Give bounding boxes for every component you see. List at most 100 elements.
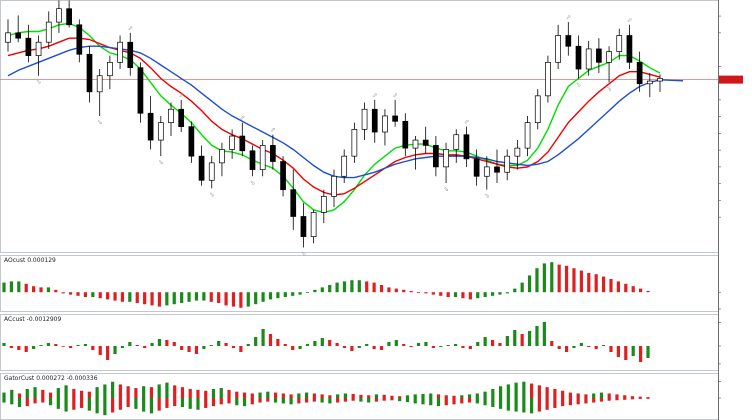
candle — [5, 32, 11, 43]
histogram-bar — [54, 289, 58, 293]
histogram-bar — [601, 345, 606, 346]
histogram-bar — [550, 262, 554, 293]
gator-upper-bar — [204, 390, 208, 398]
gator-upper-bar — [592, 393, 596, 398]
histogram-bar — [150, 343, 154, 346]
histogram-bar — [276, 339, 280, 346]
candle — [422, 139, 429, 146]
gator-upper-bar — [10, 389, 14, 398]
gator-upper-bar — [615, 394, 619, 398]
histogram-bar — [83, 344, 88, 346]
fractal-down-arrow: ⬂ — [444, 186, 449, 193]
candle — [290, 189, 297, 217]
gator-lower-bar — [483, 398, 487, 406]
histogram-bar — [572, 268, 576, 293]
histogram-bar — [483, 337, 487, 346]
histogram-bar — [76, 292, 80, 296]
histogram-bar — [409, 346, 413, 347]
gator-lower-bar — [328, 398, 332, 404]
candle — [137, 67, 144, 114]
gator-upper-bar — [126, 386, 130, 398]
candle — [15, 32, 22, 39]
histogram-bar — [54, 344, 58, 346]
candle — [606, 51, 612, 63]
gator-lower-bar — [584, 398, 588, 404]
histogram-bar — [646, 346, 650, 358]
histogram-bar — [557, 346, 561, 349]
histogram-bar — [461, 292, 465, 299]
histogram-bar — [254, 292, 258, 305]
histogram-bar — [46, 287, 51, 293]
histogram-bar — [372, 346, 376, 349]
gator-upper-bar — [17, 393, 22, 398]
fractal-down-arrow: ⬂ — [97, 119, 102, 126]
histogram-bar — [424, 342, 428, 346]
gator-lower-bar — [460, 398, 464, 404]
candle — [433, 145, 439, 168]
candle — [96, 75, 103, 93]
histogram-bar — [143, 292, 147, 305]
histogram-bar — [2, 343, 6, 346]
gator-upper-bar — [103, 384, 107, 398]
candle — [25, 37, 32, 56]
gator-upper-bar — [336, 394, 340, 398]
candle — [35, 41, 42, 56]
gator-upper-bar — [646, 397, 650, 398]
histogram-bar — [631, 286, 635, 293]
histogram-bar — [579, 343, 583, 346]
ao-indicator-panel: AOcust 0.000129 — [2, 257, 650, 308]
candle — [107, 61, 113, 77]
histogram-bar — [557, 264, 561, 293]
candle — [45, 21, 52, 43]
histogram-bar — [535, 268, 539, 293]
gator-lower-bar — [506, 398, 510, 411]
gator-upper-bar — [374, 394, 379, 398]
histogram-bar — [320, 287, 324, 293]
candle — [545, 61, 551, 97]
candle — [636, 61, 643, 85]
histogram-bar — [490, 340, 495, 346]
gator-lower-bar — [165, 398, 169, 408]
histogram-bar — [291, 292, 295, 296]
gator-lower-bar — [514, 398, 518, 412]
histogram-bar — [128, 292, 132, 302]
candle — [351, 129, 358, 157]
histogram-bar — [365, 281, 369, 293]
candle — [157, 122, 164, 141]
histogram-bar — [135, 345, 139, 346]
candle — [208, 162, 215, 181]
gator-upper-bar — [405, 395, 410, 398]
candle — [178, 108, 185, 128]
candle — [402, 120, 409, 149]
histogram-bar — [520, 282, 524, 293]
candle — [382, 115, 388, 133]
fractal-up-arrow: ⬀ — [372, 92, 377, 99]
gator-lower-bar — [250, 398, 254, 405]
candle — [259, 145, 266, 170]
candle — [229, 135, 235, 150]
histogram-bar — [416, 343, 421, 346]
histogram-bar — [305, 344, 310, 346]
histogram-bar — [113, 292, 117, 301]
gator-lower-bar — [305, 398, 309, 403]
candle — [443, 149, 449, 168]
gator-upper-bar — [305, 392, 309, 398]
gator-lower-bar — [126, 398, 130, 408]
gator-upper-bar — [638, 396, 642, 398]
histogram-bar — [283, 344, 287, 346]
gator-lower-bar — [10, 398, 14, 405]
gator-lower-bar — [320, 398, 324, 403]
panel-frame — [0, 314, 719, 371]
gator-lower-bar — [273, 398, 278, 403]
histogram-bar — [209, 345, 213, 346]
gator-upper-bar — [467, 394, 472, 398]
gator-lower-bar — [79, 398, 84, 408]
gator-upper-bar — [444, 395, 448, 398]
gator-upper-bar — [607, 393, 611, 398]
gator-lower-bar — [227, 398, 231, 404]
gator-upper-bar — [623, 395, 627, 398]
current-price-box — [719, 75, 743, 84]
histogram-bar — [209, 292, 213, 302]
gator-upper-bar — [95, 387, 99, 398]
